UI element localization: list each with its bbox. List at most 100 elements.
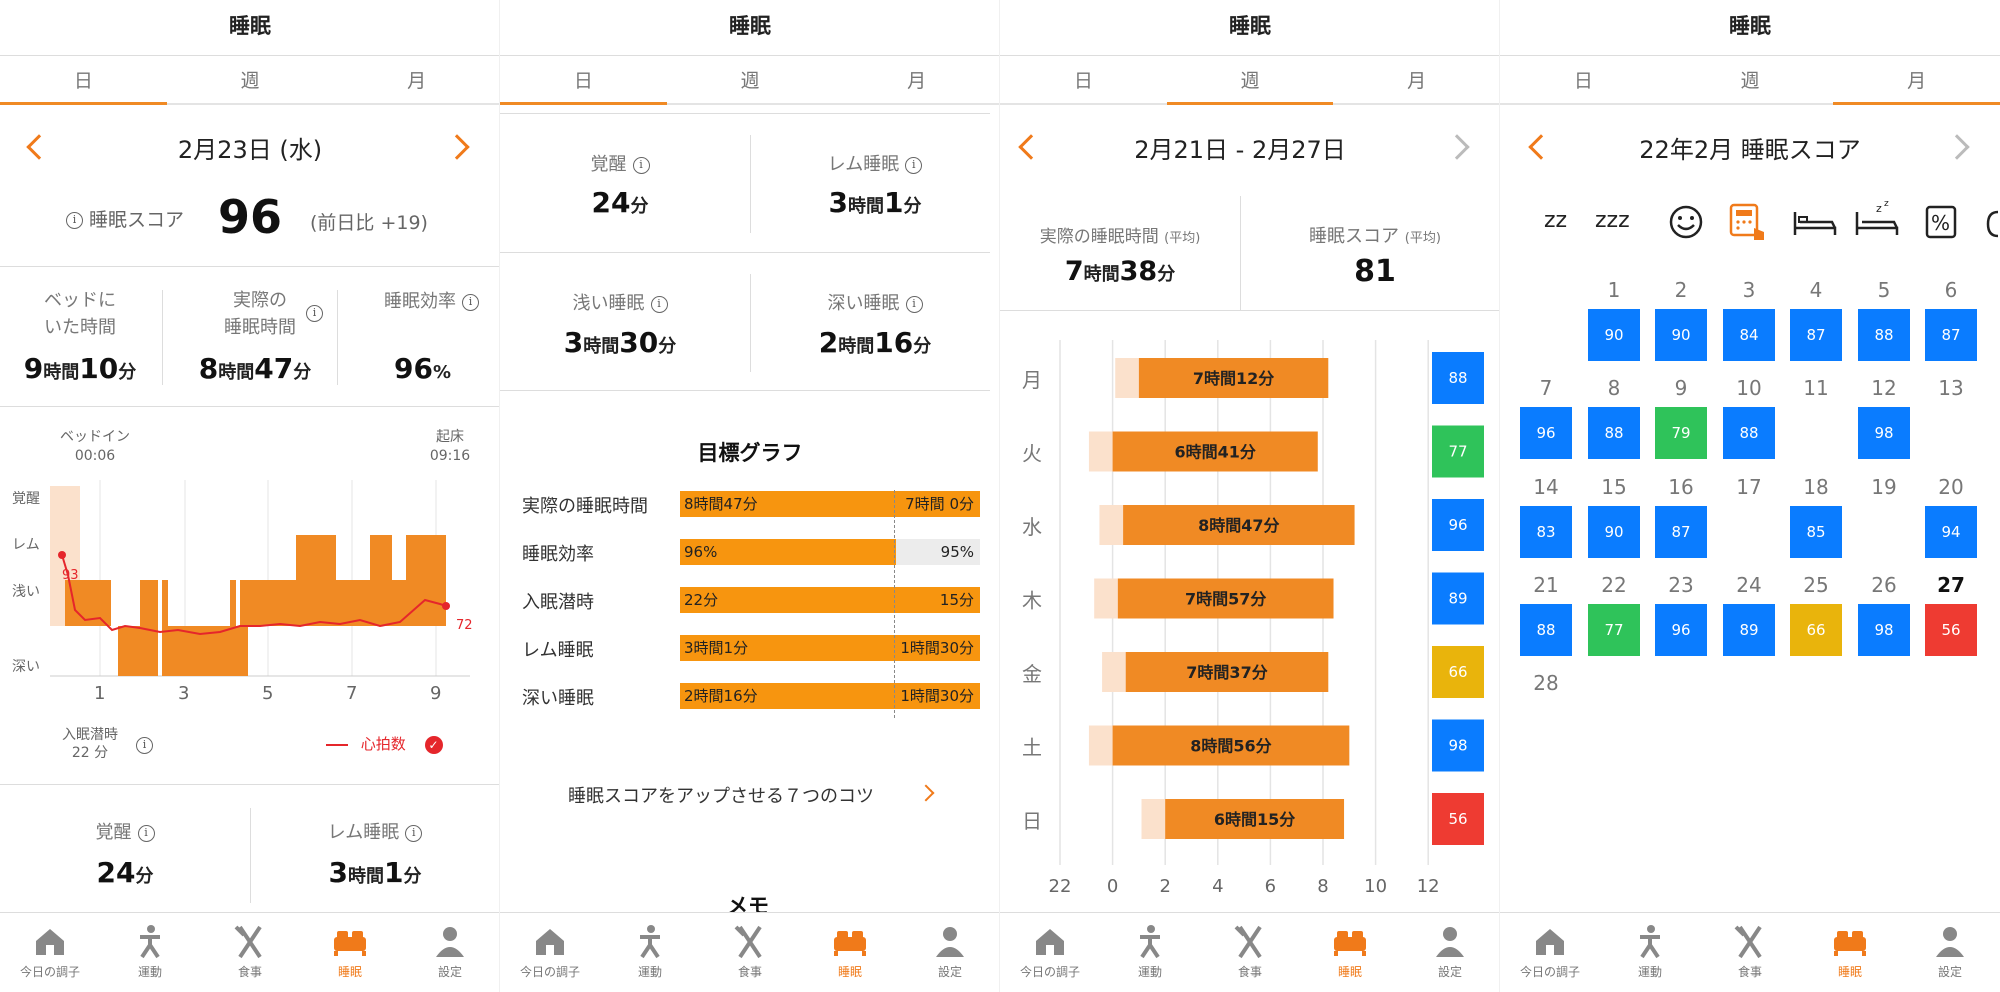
tab-week[interactable]: 週: [740, 70, 760, 92]
tips-link[interactable]: 睡眠スコアをアップさせる７つのコツ: [568, 786, 874, 807]
bed-icon: [834, 931, 866, 956]
nav-today[interactable]: 今日の調子: [1000, 913, 1100, 992]
prev-week-button[interactable]: [1018, 134, 1044, 160]
nav-sleep[interactable]: 睡眠: [1800, 913, 1900, 992]
nav-settings[interactable]: 設定: [1900, 913, 2000, 992]
tab-day[interactable]: 日: [1073, 70, 1093, 92]
calendar-day-number: 2: [1674, 278, 1688, 302]
nav-today[interactable]: 今日の調子: [500, 913, 600, 992]
nav-meal[interactable]: 食事: [1200, 913, 1300, 992]
sleep-span-bar: [1112, 725, 1350, 766]
calendar-score-cell[interactable]: 79: [1655, 407, 1707, 459]
calendar-score-cell[interactable]: 96: [1655, 604, 1707, 656]
calendar-score-cell[interactable]: 89: [1723, 604, 1775, 656]
tab-week[interactable]: 週: [1166, 57, 1334, 105]
tab-day[interactable]: 日: [1573, 70, 1593, 92]
calendar-score-cell[interactable]: 90: [1588, 506, 1640, 558]
tab-week[interactable]: 週: [1740, 70, 1760, 92]
fork-knife-icon: [1234, 925, 1262, 959]
next-week-button[interactable]: [1444, 134, 1470, 160]
chevron-right-icon[interactable]: [917, 784, 935, 802]
bed-icon: [1834, 931, 1866, 956]
hr-legend[interactable]: 心拍数 ✓: [326, 733, 443, 754]
zzz-filter-icon[interactable]: zzz: [1595, 208, 1630, 233]
info-icon[interactable]: i: [905, 156, 923, 174]
percent-icon[interactable]: %: [1924, 204, 1958, 240]
calendar-score-cell[interactable]: 94: [1925, 506, 1977, 558]
nav-settings[interactable]: 設定: [900, 913, 1000, 992]
divider: [162, 290, 163, 385]
nav-exercise[interactable]: 運動: [1600, 913, 1700, 992]
avg-sleep-label: 実際の睡眠時間 (平均): [1039, 227, 1201, 247]
calendar-score-cell[interactable]: 98: [1858, 604, 1910, 656]
calendar-score-cell[interactable]: 87: [1655, 506, 1707, 558]
next-day-button[interactable]: [444, 134, 470, 160]
info-icon[interactable]: i: [405, 824, 423, 842]
calendar-score-cell[interactable]: 88: [1520, 604, 1572, 656]
tab-day[interactable]: 日: [500, 57, 667, 105]
bed-icon[interactable]: [1792, 208, 1838, 238]
calendar-score-cell[interactable]: 87: [1925, 309, 1977, 361]
info-icon[interactable]: i: [632, 156, 650, 174]
calendar-score-cell[interactable]: 77: [1588, 604, 1640, 656]
nav-today[interactable]: 今日の調子: [0, 913, 100, 992]
more-filter-icon[interactable]: [1984, 206, 2000, 240]
calendar-score-cell[interactable]: 83: [1520, 506, 1572, 558]
info-icon[interactable]: i: [137, 824, 155, 842]
nav-meal[interactable]: 食事: [1700, 913, 1800, 992]
info-icon[interactable]: i: [66, 212, 83, 229]
calendar-score-cell[interactable]: 85: [1790, 506, 1842, 558]
calendar-score-cell[interactable]: 88: [1588, 407, 1640, 459]
calendar-score-cell[interactable]: 96: [1520, 407, 1572, 459]
stage-label-awake: 覚醒: [12, 491, 40, 507]
tab-month[interactable]: 月: [907, 70, 927, 92]
info-icon[interactable]: i: [462, 293, 479, 311]
smile-icon[interactable]: [1668, 204, 1704, 240]
calendar-score-cell[interactable]: 66: [1790, 604, 1842, 656]
info-icon[interactable]: i: [136, 737, 153, 754]
nav-settings[interactable]: 設定: [1400, 913, 1500, 992]
exercise-icon: [140, 925, 160, 959]
nav-sleep[interactable]: 睡眠: [800, 913, 900, 992]
tab-week[interactable]: 週: [240, 70, 260, 92]
nav-meal[interactable]: 食事: [200, 913, 300, 992]
info-icon[interactable]: i: [306, 305, 323, 322]
calendar-score-cell[interactable]: 56: [1925, 604, 1977, 656]
info-icon[interactable]: i: [905, 295, 923, 313]
info-icon[interactable]: i: [650, 295, 668, 313]
calculator-icon[interactable]: [1728, 202, 1768, 242]
x-tick: 1: [94, 683, 106, 704]
goal-bar-actual: 96%: [680, 539, 896, 565]
tab-day[interactable]: 日: [0, 57, 167, 105]
tab-month[interactable]: 月: [407, 70, 427, 92]
prev-day-button[interactable]: [26, 134, 52, 160]
screen-title: 睡眠: [1500, 0, 2000, 56]
calendar-score-cell[interactable]: 90: [1655, 309, 1707, 361]
nav-exercise[interactable]: 運動: [600, 913, 700, 992]
calendar-score-cell[interactable]: 87: [1790, 309, 1842, 361]
nav-exercise[interactable]: 運動: [100, 913, 200, 992]
nav-sleep[interactable]: 睡眠: [300, 913, 400, 992]
next-month-button[interactable]: [1944, 134, 1970, 160]
nav-sleep[interactable]: 睡眠: [1300, 913, 1400, 992]
tab-month[interactable]: 月: [1833, 57, 2000, 105]
avg-sleep-value: 7時間38分: [1064, 256, 1176, 287]
calendar-score-cell[interactable]: 98: [1858, 407, 1910, 459]
nav-exercise[interactable]: 運動: [1100, 913, 1200, 992]
nav-today[interactable]: 今日の調子: [1500, 913, 1600, 992]
tab-month[interactable]: 月: [1407, 70, 1427, 92]
divider: [500, 390, 990, 391]
nav-settings[interactable]: 設定: [400, 913, 500, 992]
score-badge-value: 98: [1448, 737, 1467, 755]
calendar-score-cell[interactable]: 84: [1723, 309, 1775, 361]
calendar-day-number: 10: [1736, 376, 1762, 400]
bottom-nav: 今日の調子 運動 食事 睡眠 設定: [0, 912, 500, 992]
nav-meal[interactable]: 食事: [700, 913, 800, 992]
prev-month-button[interactable]: [1528, 134, 1554, 160]
zz-filter-icon[interactable]: zz: [1544, 208, 1568, 233]
calendar-score-cell[interactable]: 90: [1588, 309, 1640, 361]
calendar-score-cell[interactable]: 88: [1858, 309, 1910, 361]
calendar-score-cell[interactable]: 88: [1723, 407, 1775, 459]
goal-bar-actual: 3時間1分: [680, 635, 980, 661]
